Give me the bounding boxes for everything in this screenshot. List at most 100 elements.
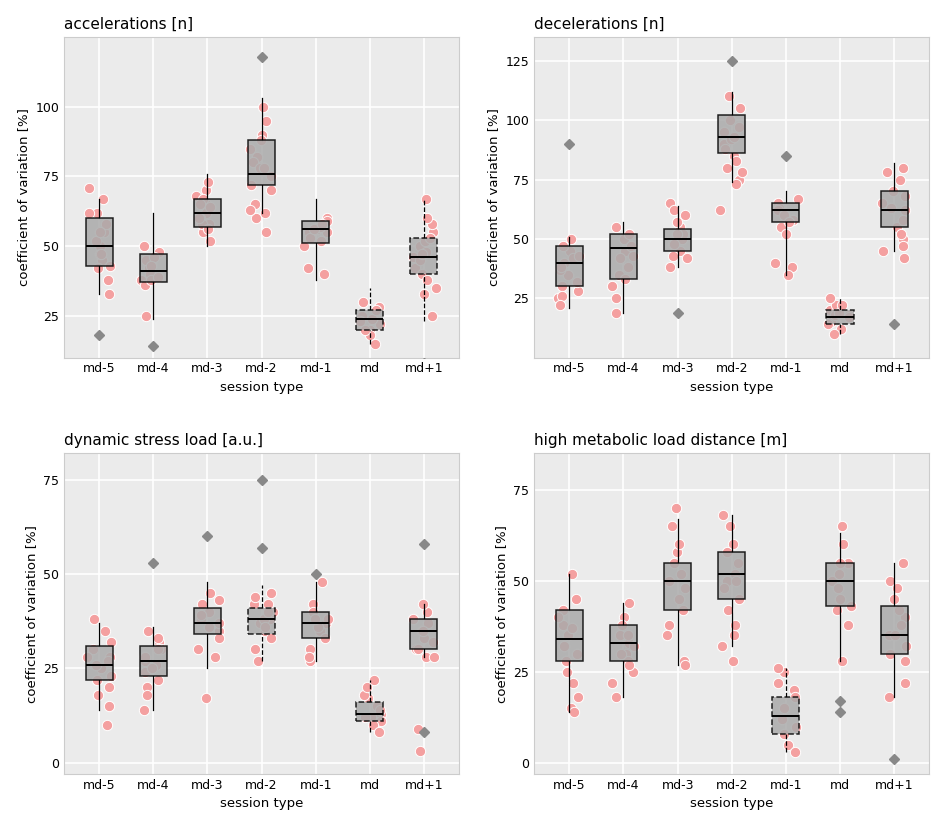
Point: [719, 545, 734, 558]
Point: [144, 256, 159, 270]
Bar: [664, 229, 692, 251]
Point: [613, 647, 628, 660]
Point: [301, 262, 316, 275]
Point: [563, 244, 578, 257]
X-axis label: session type: session type: [219, 797, 304, 810]
Point: [201, 218, 216, 231]
Point: [371, 726, 386, 739]
Point: [897, 676, 912, 690]
Point: [415, 598, 430, 611]
Point: [153, 643, 168, 656]
Point: [608, 691, 623, 704]
Point: [263, 586, 278, 600]
Bar: [881, 606, 907, 653]
Point: [898, 189, 913, 203]
Point: [728, 574, 744, 587]
Bar: [248, 608, 275, 634]
Point: [716, 126, 731, 139]
Point: [415, 248, 430, 261]
Point: [199, 692, 214, 705]
Point: [727, 629, 742, 642]
Point: [420, 616, 435, 629]
Bar: [411, 237, 437, 274]
Point: [564, 702, 579, 715]
Point: [716, 137, 731, 151]
Point: [247, 598, 262, 611]
Bar: [610, 624, 637, 661]
Point: [622, 596, 637, 609]
Point: [426, 226, 441, 239]
Point: [894, 618, 909, 631]
Point: [670, 216, 685, 229]
Point: [834, 654, 850, 667]
Point: [258, 226, 273, 239]
Point: [559, 654, 574, 667]
Point: [150, 632, 166, 645]
Point: [841, 556, 856, 569]
Point: [412, 240, 428, 253]
Point: [771, 676, 786, 690]
Point: [666, 249, 681, 262]
Bar: [248, 140, 275, 184]
Point: [150, 673, 166, 686]
Point: [312, 624, 327, 637]
Point: [358, 323, 373, 337]
Point: [264, 632, 279, 645]
Point: [137, 279, 152, 292]
Point: [426, 635, 441, 648]
Point: [662, 618, 677, 631]
Point: [193, 212, 208, 225]
Point: [358, 710, 373, 724]
Point: [320, 214, 335, 227]
Point: [90, 206, 105, 219]
Point: [94, 253, 109, 266]
Point: [373, 707, 388, 720]
Point: [569, 275, 585, 289]
Point: [618, 647, 633, 660]
Point: [882, 691, 897, 704]
Point: [253, 133, 268, 146]
Point: [199, 206, 214, 219]
Point: [612, 629, 627, 642]
Point: [257, 206, 272, 219]
Point: [143, 273, 158, 286]
Point: [722, 90, 737, 103]
Point: [414, 267, 429, 280]
Point: [201, 175, 216, 189]
Point: [363, 710, 378, 724]
Bar: [718, 552, 745, 599]
Point: [261, 605, 276, 619]
Point: [103, 669, 118, 682]
Bar: [194, 608, 221, 634]
Point: [898, 203, 913, 217]
Point: [552, 299, 568, 312]
Text: decelerations [n]: decelerations [n]: [534, 17, 665, 31]
Point: [896, 251, 911, 265]
Point: [101, 700, 116, 713]
Point: [844, 600, 859, 613]
Point: [248, 643, 263, 656]
Point: [100, 654, 115, 667]
Point: [555, 239, 570, 252]
Point: [726, 654, 741, 667]
Point: [612, 251, 627, 265]
Point: [369, 304, 384, 317]
Bar: [140, 255, 166, 282]
Point: [253, 161, 268, 174]
Point: [406, 251, 421, 264]
Point: [671, 592, 686, 605]
Point: [212, 632, 227, 645]
Point: [307, 613, 323, 626]
Point: [101, 681, 116, 694]
Point: [896, 556, 911, 569]
Point: [560, 268, 575, 281]
Bar: [302, 221, 329, 243]
Point: [776, 665, 791, 678]
Point: [824, 574, 839, 587]
Point: [829, 299, 844, 312]
Point: [303, 643, 318, 656]
Point: [195, 192, 210, 205]
Point: [565, 622, 580, 635]
Y-axis label: coefficient of variation [%]: coefficient of variation [%]: [17, 108, 29, 286]
Point: [604, 676, 620, 690]
